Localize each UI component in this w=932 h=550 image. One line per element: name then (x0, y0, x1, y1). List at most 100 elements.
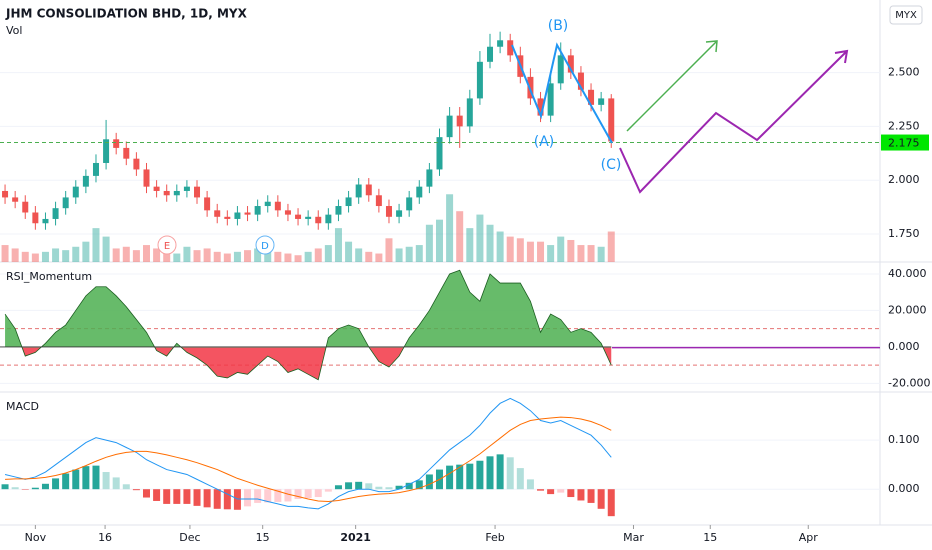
histogram-bar (254, 489, 262, 503)
volume-bar (274, 251, 282, 262)
volume-bar (183, 246, 191, 262)
volume-bar (516, 238, 524, 262)
histogram-bar (537, 489, 545, 491)
histogram-bar (72, 469, 80, 490)
candle-body (214, 210, 221, 217)
candle-body (396, 210, 403, 217)
histogram-bar (425, 474, 433, 490)
volume-bar (31, 253, 39, 262)
histogram-bar (587, 489, 595, 503)
wave-line (511, 42, 613, 144)
histogram-bar (82, 466, 90, 490)
volume-bar (435, 219, 443, 262)
volume-bar (1, 245, 9, 262)
volume-bar (607, 231, 615, 262)
histogram-bar (597, 489, 605, 509)
volume-bar (567, 239, 575, 262)
volume-bar (132, 250, 140, 262)
candle-body (183, 186, 190, 191)
histogram-bar (193, 489, 201, 506)
volume-bar (577, 245, 585, 262)
histogram-bar (375, 486, 383, 490)
candle-body (194, 186, 201, 198)
x-tick-label: Nov (25, 531, 47, 544)
x-tick-label: 15 (256, 531, 270, 544)
volume-bar (142, 245, 150, 262)
volume-bar (244, 250, 252, 262)
event-marker[interactable] (255, 235, 275, 255)
histogram-bar (52, 478, 60, 490)
histogram-bar (284, 489, 292, 502)
candle-body (577, 72, 584, 90)
y-tick-label: 0.100 (888, 433, 920, 446)
candle-body (487, 46, 494, 62)
candle-body (497, 40, 504, 47)
candle-body (173, 190, 180, 196)
rsi-line (4, 269, 612, 381)
volume-bar (92, 228, 100, 262)
candle-body (466, 98, 473, 127)
candle-body (12, 197, 19, 202)
candle-body (345, 197, 352, 207)
volume-bar (233, 251, 241, 262)
projection-path (619, 51, 847, 194)
x-tick-label: 16 (98, 531, 112, 544)
volume-bar (62, 250, 70, 262)
histogram-bar (476, 460, 484, 490)
candle-body (62, 197, 69, 209)
macd-line (4, 397, 612, 510)
candle-body (416, 186, 423, 198)
volume-bar (375, 253, 383, 262)
volume-bar (466, 228, 474, 262)
wave-label: (B) (548, 18, 569, 34)
volume-bar (112, 248, 120, 262)
pane-title: RSI_Momentum (6, 270, 92, 283)
arrow-head (705, 40, 718, 53)
candle-body (92, 162, 99, 176)
candle-body (234, 212, 241, 219)
x-tick-label: Apr (799, 531, 819, 544)
candle-body (385, 206, 392, 217)
rsi-fill-positive (5, 270, 612, 348)
candle-body (547, 83, 554, 116)
volume-bar (254, 248, 262, 262)
candle-body (113, 139, 120, 148)
volume-bar (425, 224, 433, 262)
histogram-bar (132, 489, 140, 491)
candle-body (476, 61, 483, 99)
projection-arrow (626, 41, 717, 132)
histogram-bar (496, 454, 504, 490)
histogram-bar (274, 489, 282, 502)
volume-bar (213, 251, 221, 262)
candle-body (325, 214, 332, 224)
candle-body (52, 208, 59, 219)
candle-body (133, 158, 140, 170)
histogram-bar (142, 489, 150, 498)
candle-body (163, 190, 170, 196)
histogram-bar (446, 465, 454, 490)
histogram-bar (294, 489, 302, 499)
candle-body (598, 98, 605, 105)
x-tick-label: Feb (485, 531, 504, 544)
currency-badge[interactable] (889, 5, 923, 25)
histogram-bar (506, 457, 514, 490)
volume-bar (193, 250, 201, 262)
candle-body (274, 201, 281, 211)
candle-body (22, 201, 29, 213)
histogram-bar (173, 489, 181, 504)
histogram-bar (607, 489, 615, 517)
volume-bar (223, 253, 231, 262)
candle-body (375, 195, 382, 207)
histogram-bar (223, 489, 231, 510)
candle-body (254, 206, 261, 215)
candle-body (355, 184, 362, 198)
histogram-bar (486, 456, 494, 490)
volume-bar (82, 241, 90, 262)
candle-body (153, 186, 160, 191)
event-marker[interactable] (157, 235, 177, 255)
candle-body (32, 212, 39, 224)
candle-body (284, 210, 291, 215)
candle-body (588, 89, 595, 105)
histogram-bar (365, 483, 373, 490)
